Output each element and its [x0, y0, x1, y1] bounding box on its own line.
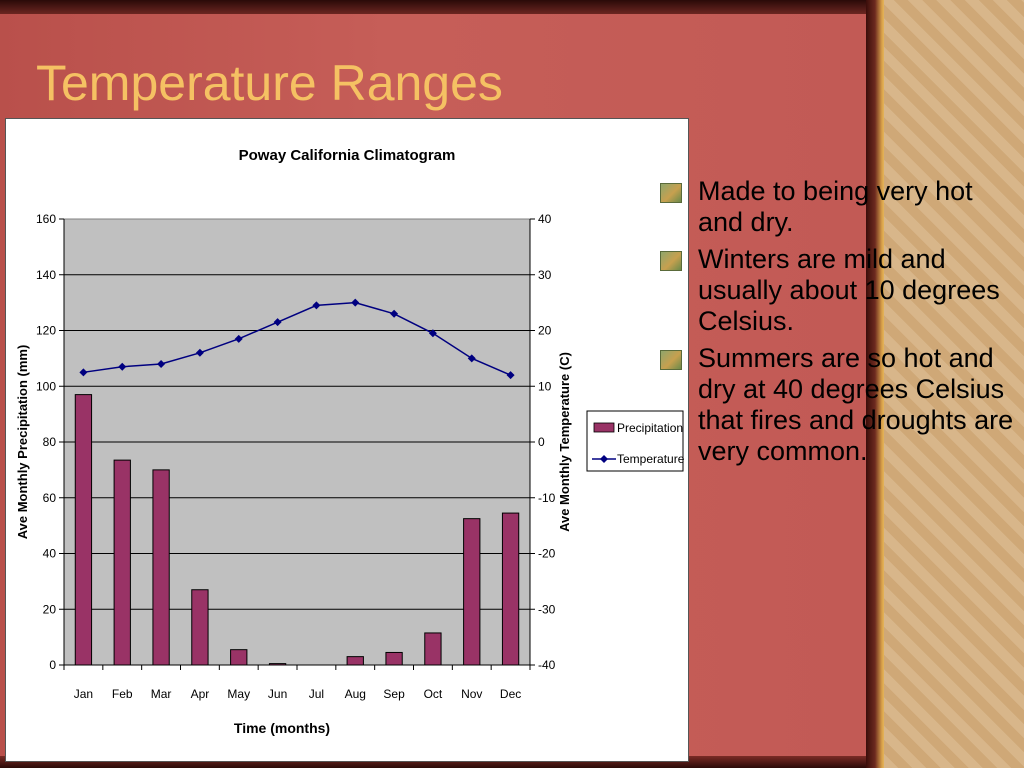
- bar-sep: [385, 651, 403, 666]
- temperature-point-aug: [351, 298, 360, 307]
- x-tick-label: Jun: [268, 687, 287, 701]
- legend-temperature-label: Temperature: [617, 452, 685, 466]
- legend-precipitation-label: Precipitation: [617, 421, 683, 435]
- gold-edge-strip: [866, 0, 886, 768]
- y-tick-label: 160: [36, 212, 56, 226]
- temperature-line: [83, 301, 511, 376]
- bars-layer: [74, 394, 520, 666]
- temperature-point-jan: [79, 368, 88, 377]
- slide-title: Temperature Ranges: [36, 55, 503, 111]
- x-tick-label: Apr: [191, 687, 210, 701]
- bullet-item: Winters are mild and usually about 10 de…: [660, 244, 1016, 337]
- temperature-point-nov: [467, 354, 476, 363]
- x-axis-label: Time (months): [234, 720, 330, 736]
- bar-jan: [74, 394, 93, 666]
- bullet-text: Summers are so hot and dry at 40 degrees…: [698, 343, 1014, 466]
- y2-tick-label: 0: [538, 435, 545, 449]
- y-tick-label: 120: [36, 324, 56, 338]
- bar-nov: [463, 518, 481, 666]
- bar-aug: [346, 656, 364, 666]
- bullet-text: Made to being very hot and dry.: [698, 176, 973, 237]
- y-tick-label: 140: [36, 268, 56, 282]
- y2-axis-label: Ave Monthly Temperature (C): [557, 352, 572, 532]
- temperature-point-jun: [273, 318, 282, 327]
- y2-tick-label: 10: [538, 379, 552, 393]
- y2-tick-label: -10: [538, 491, 556, 505]
- x-tick-label: Oct: [424, 687, 443, 701]
- x-tick-label: Jul: [309, 687, 324, 701]
- bar-apr: [191, 589, 209, 666]
- top-frame: [0, 0, 885, 14]
- x-tick-label: Feb: [112, 687, 133, 701]
- bar-oct: [424, 632, 442, 666]
- legend-temperature-marker: [600, 455, 608, 463]
- line-layer: [79, 298, 515, 380]
- temperature-point-jul: [312, 301, 321, 310]
- y-tick-label: 60: [43, 491, 57, 505]
- legend-precipitation-swatch: [593, 422, 615, 433]
- y2-tick-label: -30: [538, 602, 556, 616]
- x-tick-label: Nov: [461, 687, 482, 701]
- temperature-point-mar: [157, 359, 166, 368]
- bullet-square-icon: [660, 251, 682, 271]
- bullet-square-icon: [660, 350, 682, 370]
- temperature-point-apr: [195, 348, 204, 357]
- x-tick-label: Dec: [500, 687, 521, 701]
- climatogram-chart: Poway California Climatogram 0 20 40 60 80 10…: [5, 118, 689, 762]
- x-tick-label: Mar: [151, 687, 172, 701]
- bullet-list: Made to being very hot and dry. Winters …: [660, 176, 1016, 473]
- y-tick-label: 20: [43, 602, 57, 616]
- y2-tick-label: -40: [538, 658, 556, 672]
- x-tick-label: May: [227, 687, 250, 701]
- gridlines: [64, 274, 530, 610]
- y-tick-label: 40: [43, 547, 57, 561]
- y2-tick-label: 20: [538, 324, 552, 338]
- y2-tick-label: 30: [538, 268, 552, 282]
- y-tick-label: 100: [36, 379, 56, 393]
- bar-feb: [113, 459, 131, 666]
- y2-tick-label: -20: [538, 547, 556, 561]
- bar-dec: [501, 512, 520, 666]
- chart-title: Poway California Climatogram: [239, 147, 456, 164]
- bar-mar: [152, 469, 170, 666]
- y-tick-label: 0: [49, 658, 56, 672]
- temperature-point-feb: [118, 362, 127, 371]
- y-tick-label: 80: [43, 435, 57, 449]
- legend: Precipitation Temperature: [586, 410, 685, 472]
- x-tick-label: Aug: [345, 687, 366, 701]
- y-axis-label: Ave Monthly Precipitation (mm): [15, 345, 30, 540]
- bullet-item: Made to being very hot and dry.: [660, 176, 1016, 238]
- temperature-point-dec: [506, 371, 515, 380]
- bullet-square-icon: [660, 183, 682, 203]
- axes-layer: 0 20 40 60 80 100 120 140 160 -40 -30 -20 -10 0 10 20 30…: [36, 212, 556, 701]
- temperature-point-sep: [390, 309, 399, 318]
- x-tick-label: Jan: [74, 687, 93, 701]
- y2-tick-label: 40: [538, 212, 552, 226]
- decorative-pattern-panel: [884, 0, 1024, 768]
- bar-may: [230, 649, 248, 666]
- bullet-item: Summers are so hot and dry at 40 degrees…: [660, 343, 1016, 467]
- x-tick-label: Sep: [383, 687, 405, 701]
- chart-svg: Poway California Climatogram 0 20 40 60 80 10…: [15, 147, 685, 736]
- temperature-point-oct: [428, 329, 437, 338]
- bullet-text: Winters are mild and usually about 10 de…: [698, 244, 1000, 336]
- temperature-point-may: [234, 334, 243, 343]
